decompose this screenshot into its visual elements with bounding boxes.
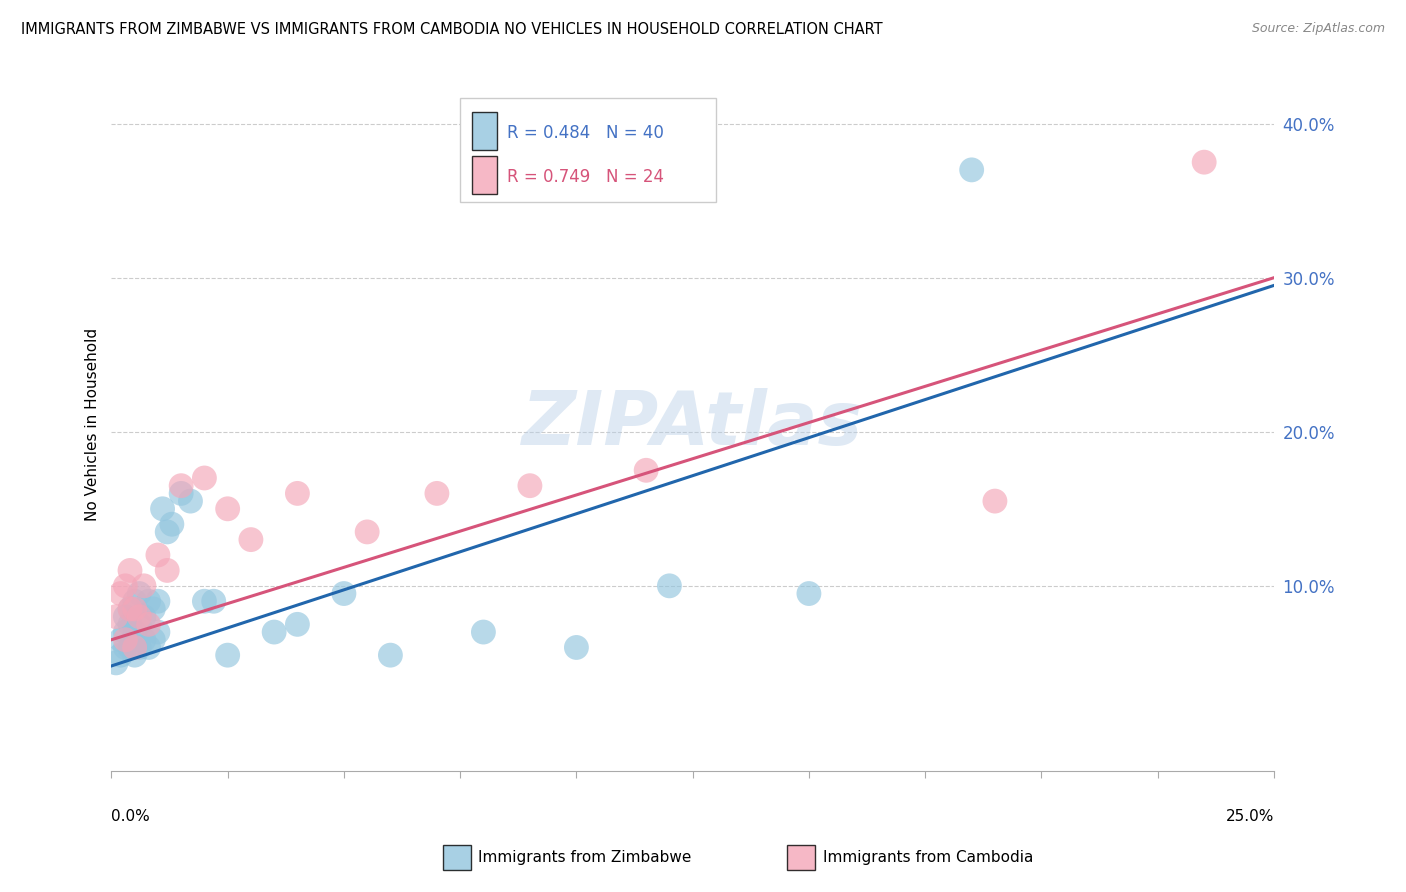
Text: R = 0.749   N = 24: R = 0.749 N = 24: [506, 168, 664, 186]
FancyBboxPatch shape: [460, 98, 716, 202]
Point: [110, 648, 132, 662]
Point: [138, 640, 160, 655]
Text: 0.0%: 0.0%: [111, 809, 150, 824]
Point: [118, 602, 141, 616]
Text: 25.0%: 25.0%: [1226, 809, 1274, 824]
Point: [124, 625, 146, 640]
Point: [142, 602, 165, 616]
Point: [217, 648, 239, 662]
Point: [636, 463, 658, 477]
Point: [984, 494, 1007, 508]
Point: [132, 579, 155, 593]
Text: Source: ZipAtlas.com: Source: ZipAtlas.com: [1251, 22, 1385, 36]
Point: [105, 609, 128, 624]
Point: [1192, 155, 1215, 169]
Point: [156, 563, 179, 577]
Point: [124, 594, 146, 608]
Point: [472, 625, 495, 640]
Point: [128, 640, 150, 655]
Y-axis label: No Vehicles in Household: No Vehicles in Household: [86, 327, 100, 521]
Point: [114, 625, 136, 640]
Point: [193, 471, 215, 485]
Point: [263, 625, 285, 640]
Point: [138, 617, 160, 632]
Point: [118, 563, 141, 577]
Point: [217, 501, 239, 516]
Point: [132, 609, 155, 624]
Point: [124, 602, 146, 616]
Point: [124, 640, 146, 655]
Point: [156, 524, 179, 539]
Text: Immigrants from Zimbabwe: Immigrants from Zimbabwe: [478, 850, 692, 864]
Point: [426, 486, 449, 500]
Point: [128, 586, 150, 600]
Point: [797, 586, 820, 600]
Point: [124, 648, 146, 662]
Point: [146, 548, 169, 562]
Point: [105, 656, 128, 670]
Point: [128, 617, 150, 632]
Point: [142, 632, 165, 647]
Point: [114, 609, 136, 624]
Point: [114, 579, 136, 593]
Point: [146, 594, 169, 608]
Point: [565, 640, 588, 655]
Point: [658, 579, 681, 593]
Point: [333, 586, 356, 600]
Point: [519, 479, 541, 493]
Point: [146, 625, 169, 640]
Point: [114, 632, 136, 647]
Point: [110, 632, 132, 647]
FancyBboxPatch shape: [472, 156, 498, 194]
Point: [356, 524, 378, 539]
Point: [128, 609, 150, 624]
Point: [160, 517, 183, 532]
Point: [239, 533, 262, 547]
Point: [193, 594, 215, 608]
Point: [118, 602, 141, 616]
Point: [287, 486, 309, 500]
Point: [138, 594, 160, 608]
FancyBboxPatch shape: [472, 112, 498, 150]
Point: [170, 479, 193, 493]
Point: [132, 632, 155, 647]
Point: [202, 594, 225, 608]
Text: Immigrants from Cambodia: Immigrants from Cambodia: [823, 850, 1033, 864]
Point: [118, 640, 141, 655]
Text: R = 0.484   N = 40: R = 0.484 N = 40: [506, 124, 664, 142]
Point: [152, 501, 174, 516]
Point: [118, 617, 141, 632]
Point: [170, 486, 193, 500]
Text: ZIPAtlas: ZIPAtlas: [522, 387, 863, 460]
Text: IMMIGRANTS FROM ZIMBABWE VS IMMIGRANTS FROM CAMBODIA NO VEHICLES IN HOUSEHOLD CO: IMMIGRANTS FROM ZIMBABWE VS IMMIGRANTS F…: [21, 22, 883, 37]
Point: [179, 494, 201, 508]
Point: [287, 617, 309, 632]
Point: [960, 162, 983, 177]
Point: [380, 648, 402, 662]
Point: [110, 586, 132, 600]
Point: [114, 640, 136, 655]
